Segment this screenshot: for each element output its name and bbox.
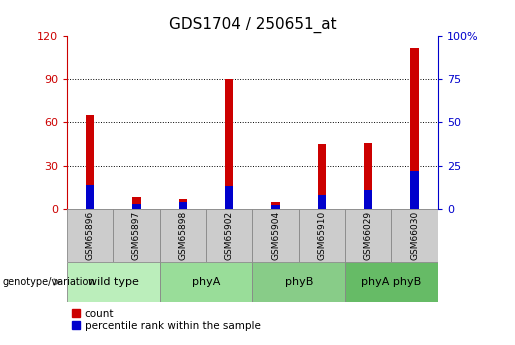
FancyBboxPatch shape [160,209,206,262]
Text: wild type: wild type [88,277,139,287]
Text: GSM65898: GSM65898 [178,211,187,260]
Bar [364,190,372,209]
FancyBboxPatch shape [206,209,252,262]
Bar [132,197,141,209]
Bar [225,79,233,209]
Text: phyA: phyA [192,277,220,287]
Text: phyB: phyB [284,277,313,287]
Bar [271,205,280,209]
Text: genotype/variation: genotype/variation [3,277,95,287]
FancyBboxPatch shape [252,262,345,302]
Legend: count, percentile rank within the sample: count, percentile rank within the sample [72,309,261,331]
Text: GSM65902: GSM65902 [225,211,234,260]
Bar [364,142,372,209]
Text: GSM66030: GSM66030 [410,211,419,260]
Title: GDS1704 / 250651_at: GDS1704 / 250651_at [168,17,336,33]
Text: GSM65897: GSM65897 [132,211,141,260]
FancyBboxPatch shape [345,209,391,262]
Bar [271,201,280,209]
Text: GSM65904: GSM65904 [271,211,280,260]
Bar [410,171,419,209]
Bar [132,204,141,209]
Bar [179,202,187,209]
Text: GSM65896: GSM65896 [85,211,95,260]
FancyBboxPatch shape [345,262,438,302]
FancyBboxPatch shape [252,209,299,262]
FancyBboxPatch shape [113,209,160,262]
Bar [86,115,94,209]
FancyBboxPatch shape [67,209,113,262]
FancyBboxPatch shape [299,209,345,262]
Bar [410,48,419,209]
Bar [179,199,187,209]
Text: phyA phyB: phyA phyB [362,277,421,287]
FancyBboxPatch shape [160,262,252,302]
FancyBboxPatch shape [391,209,438,262]
Bar [318,195,326,209]
Bar [318,144,326,209]
Text: GSM66029: GSM66029 [364,211,373,260]
Text: GSM65910: GSM65910 [317,211,327,260]
Bar [225,186,233,209]
Bar [86,185,94,209]
FancyBboxPatch shape [67,262,160,302]
